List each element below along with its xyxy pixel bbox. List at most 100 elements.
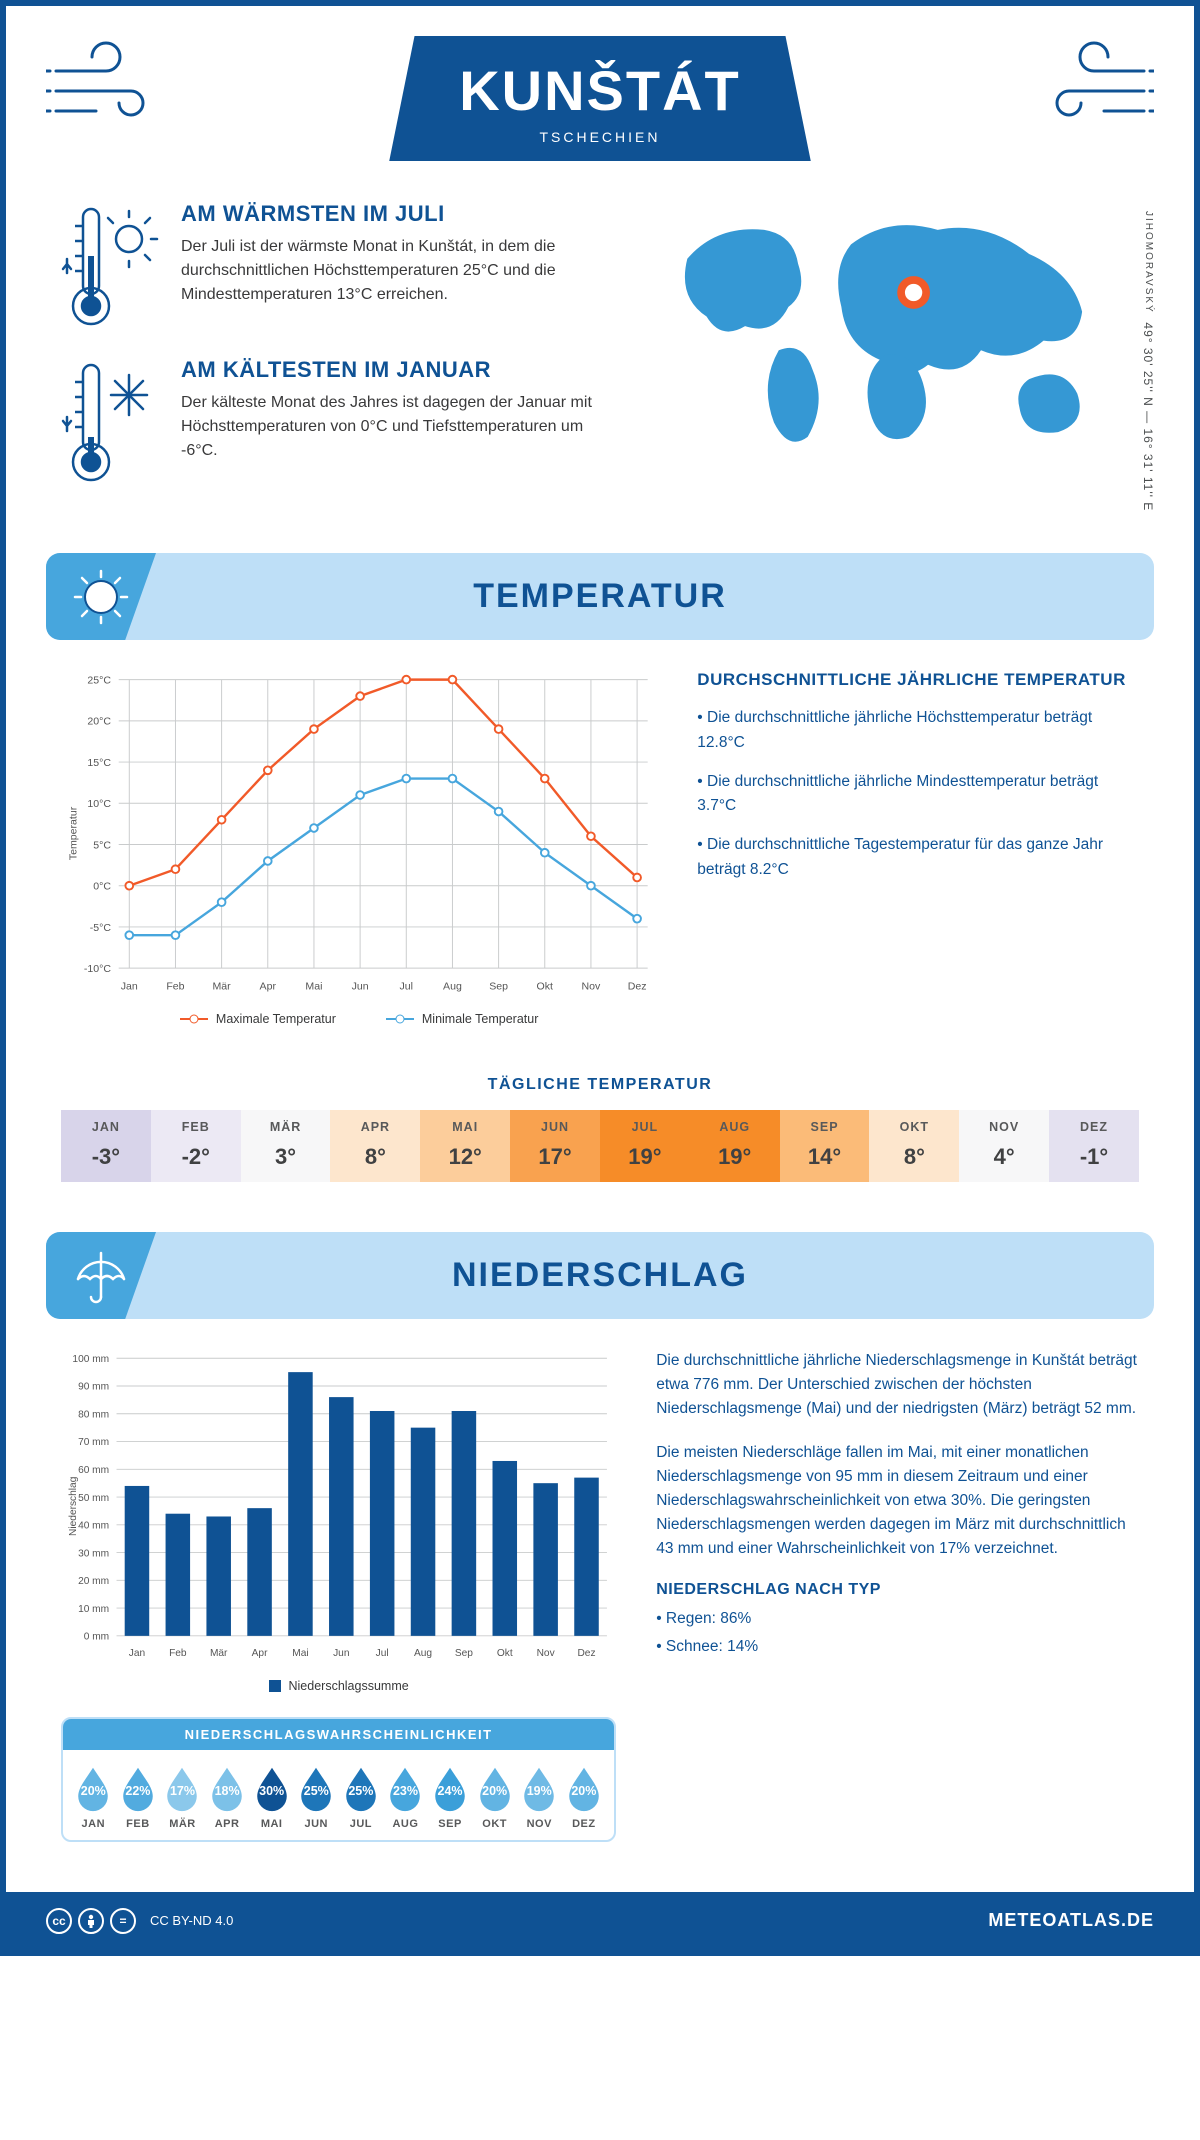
temperature-chart: -10°C-5°C0°C5°C10°C15°C20°C25°CJanFebMär… bbox=[61, 670, 657, 1026]
precip-probability-box: NIEDERSCHLAGSWAHRSCHEINLICHKEIT 20%JAN22… bbox=[61, 1717, 616, 1842]
svg-text:Jul: Jul bbox=[376, 1648, 389, 1659]
prob-cell: 24%SEP bbox=[428, 1764, 473, 1830]
svg-text:Apr: Apr bbox=[260, 980, 277, 992]
temperature-legend: Maximale Temperatur Minimale Temperatur bbox=[61, 1012, 657, 1026]
nd-icon: = bbox=[110, 1908, 136, 1934]
prob-cell: 18%APR bbox=[205, 1764, 250, 1830]
daily-cell: JUL19° bbox=[600, 1110, 690, 1182]
svg-text:Mai: Mai bbox=[292, 1648, 308, 1659]
temperature-description: DURCHSCHNITTLICHE JÄHRLICHE TEMPERATUR •… bbox=[697, 670, 1139, 1026]
prob-cell: 19%NOV bbox=[517, 1764, 562, 1830]
title-banner: KUNŠTÁT TSCHECHIEN bbox=[389, 36, 811, 161]
daily-cell: DEZ-1° bbox=[1049, 1110, 1139, 1182]
prob-cell: 22%FEB bbox=[116, 1764, 161, 1830]
precip-title: NIEDERSCHLAG bbox=[46, 1256, 1154, 1295]
svg-text:Feb: Feb bbox=[169, 1648, 187, 1659]
svg-text:Feb: Feb bbox=[166, 980, 184, 992]
umbrella-icon bbox=[70, 1245, 132, 1307]
daily-cell: OKT8° bbox=[869, 1110, 959, 1182]
wind-icon-right bbox=[1014, 36, 1154, 136]
coldest-text: Der kälteste Monat des Jahres ist dagege… bbox=[181, 391, 610, 463]
precip-description: Die durchschnittliche jährliche Niedersc… bbox=[656, 1349, 1139, 1842]
daily-cell: MAI12° bbox=[420, 1110, 510, 1182]
svg-text:-10°C: -10°C bbox=[84, 963, 111, 975]
header: KUNŠTÁT TSCHECHIEN bbox=[6, 6, 1194, 181]
prob-cell: 20%JAN bbox=[71, 1764, 116, 1830]
intro-section: AM WÄRMSTEN IM JULI Der Juli ist der wär… bbox=[6, 181, 1194, 543]
license-block: cc = CC BY-ND 4.0 bbox=[46, 1908, 233, 1934]
svg-text:Mär: Mär bbox=[213, 980, 232, 992]
svg-text:Jan: Jan bbox=[129, 1648, 145, 1659]
warmest-text: Der Juli ist der wärmste Monat in Kunštá… bbox=[181, 235, 610, 307]
cc-icon: cc bbox=[46, 1908, 72, 1934]
prob-cell: 30%MAI bbox=[249, 1764, 294, 1830]
thermometer-sun-icon bbox=[61, 201, 161, 331]
svg-text:Aug: Aug bbox=[443, 980, 462, 992]
svg-text:60 mm: 60 mm bbox=[78, 1465, 109, 1476]
svg-text:5°C: 5°C bbox=[93, 839, 111, 851]
precip-banner: NIEDERSCHLAG bbox=[46, 1232, 1154, 1319]
svg-text:Mär: Mär bbox=[210, 1648, 228, 1659]
prob-cell: 23%AUG bbox=[383, 1764, 428, 1830]
svg-text:20 mm: 20 mm bbox=[78, 1576, 109, 1587]
world-map-icon bbox=[640, 201, 1139, 461]
warmest-block: AM WÄRMSTEN IM JULI Der Juli ist der wär… bbox=[61, 201, 610, 331]
coldest-block: AM KÄLTESTEN IM JANUAR Der kälteste Mona… bbox=[61, 357, 610, 487]
precip-legend: Niederschlagssumme bbox=[61, 1679, 616, 1693]
daily-cell: APR8° bbox=[330, 1110, 420, 1182]
coordinates-label: JIHOMORAVSKÝ 49° 30' 25'' N — 16° 31' 11… bbox=[1141, 211, 1155, 511]
svg-text:90 mm: 90 mm bbox=[78, 1382, 109, 1393]
svg-text:Dez: Dez bbox=[577, 1648, 595, 1659]
prob-cell: 20%DEZ bbox=[562, 1764, 607, 1830]
svg-text:0°C: 0°C bbox=[93, 881, 111, 893]
svg-text:Dez: Dez bbox=[628, 980, 647, 992]
svg-text:Okt: Okt bbox=[497, 1648, 513, 1659]
coldest-title: AM KÄLTESTEN IM JANUAR bbox=[181, 357, 610, 383]
daily-cell: JAN-3° bbox=[61, 1110, 151, 1182]
site-name: METEOATLAS.DE bbox=[988, 1910, 1154, 1931]
footer: cc = CC BY-ND 4.0 METEOATLAS.DE bbox=[6, 1892, 1194, 1950]
daily-cell: SEP14° bbox=[780, 1110, 870, 1182]
svg-text:10°C: 10°C bbox=[87, 798, 111, 810]
svg-text:Aug: Aug bbox=[414, 1648, 432, 1659]
svg-text:Nov: Nov bbox=[537, 1648, 556, 1659]
svg-text:Nov: Nov bbox=[582, 980, 602, 992]
svg-text:80 mm: 80 mm bbox=[78, 1409, 109, 1420]
svg-text:Sep: Sep bbox=[455, 1648, 473, 1659]
svg-text:40 mm: 40 mm bbox=[78, 1521, 109, 1532]
svg-text:Jun: Jun bbox=[352, 980, 369, 992]
city-title: KUNŠTÁT bbox=[459, 58, 741, 123]
temperature-banner: TEMPERATUR bbox=[46, 553, 1154, 640]
svg-text:Apr: Apr bbox=[252, 1648, 268, 1659]
daily-cell: NOV4° bbox=[959, 1110, 1049, 1182]
daily-cell: JUN17° bbox=[510, 1110, 600, 1182]
temperature-title: TEMPERATUR bbox=[46, 577, 1154, 616]
sun-icon bbox=[71, 567, 131, 627]
svg-text:-5°C: -5°C bbox=[90, 922, 112, 934]
svg-text:Jul: Jul bbox=[400, 980, 414, 992]
country-subtitle: TSCHECHIEN bbox=[459, 129, 741, 145]
daily-cell: FEB-2° bbox=[151, 1110, 241, 1182]
wind-icon-left bbox=[46, 36, 186, 136]
svg-text:30 mm: 30 mm bbox=[78, 1548, 109, 1559]
warmest-title: AM WÄRMSTEN IM JULI bbox=[181, 201, 610, 227]
svg-text:70 mm: 70 mm bbox=[78, 1437, 109, 1448]
svg-text:Sep: Sep bbox=[489, 980, 508, 992]
prob-cell: 25%JUN bbox=[294, 1764, 339, 1830]
svg-text:Niederschlag: Niederschlag bbox=[68, 1477, 79, 1536]
svg-text:25°C: 25°C bbox=[87, 674, 111, 686]
svg-text:50 mm: 50 mm bbox=[78, 1493, 109, 1504]
svg-text:Jan: Jan bbox=[121, 980, 138, 992]
daily-cell: AUG19° bbox=[690, 1110, 780, 1182]
daily-temp-row: JAN-3°FEB-2°MÄR3°APR8°MAI12°JUN17°JUL19°… bbox=[61, 1110, 1139, 1182]
world-map-block: JIHOMORAVSKÝ 49° 30' 25'' N — 16° 31' 11… bbox=[640, 201, 1139, 513]
svg-text:Okt: Okt bbox=[537, 980, 553, 992]
thermometer-snow-icon bbox=[61, 357, 161, 487]
svg-text:Jun: Jun bbox=[333, 1648, 349, 1659]
svg-text:0 mm: 0 mm bbox=[84, 1632, 109, 1643]
prob-cell: 25%JUL bbox=[339, 1764, 384, 1830]
infographic-frame: KUNŠTÁT TSCHECHIEN bbox=[0, 0, 1200, 1956]
prob-cell: 17%MÄR bbox=[160, 1764, 205, 1830]
svg-text:20°C: 20°C bbox=[87, 716, 111, 728]
svg-text:100 mm: 100 mm bbox=[72, 1354, 109, 1365]
